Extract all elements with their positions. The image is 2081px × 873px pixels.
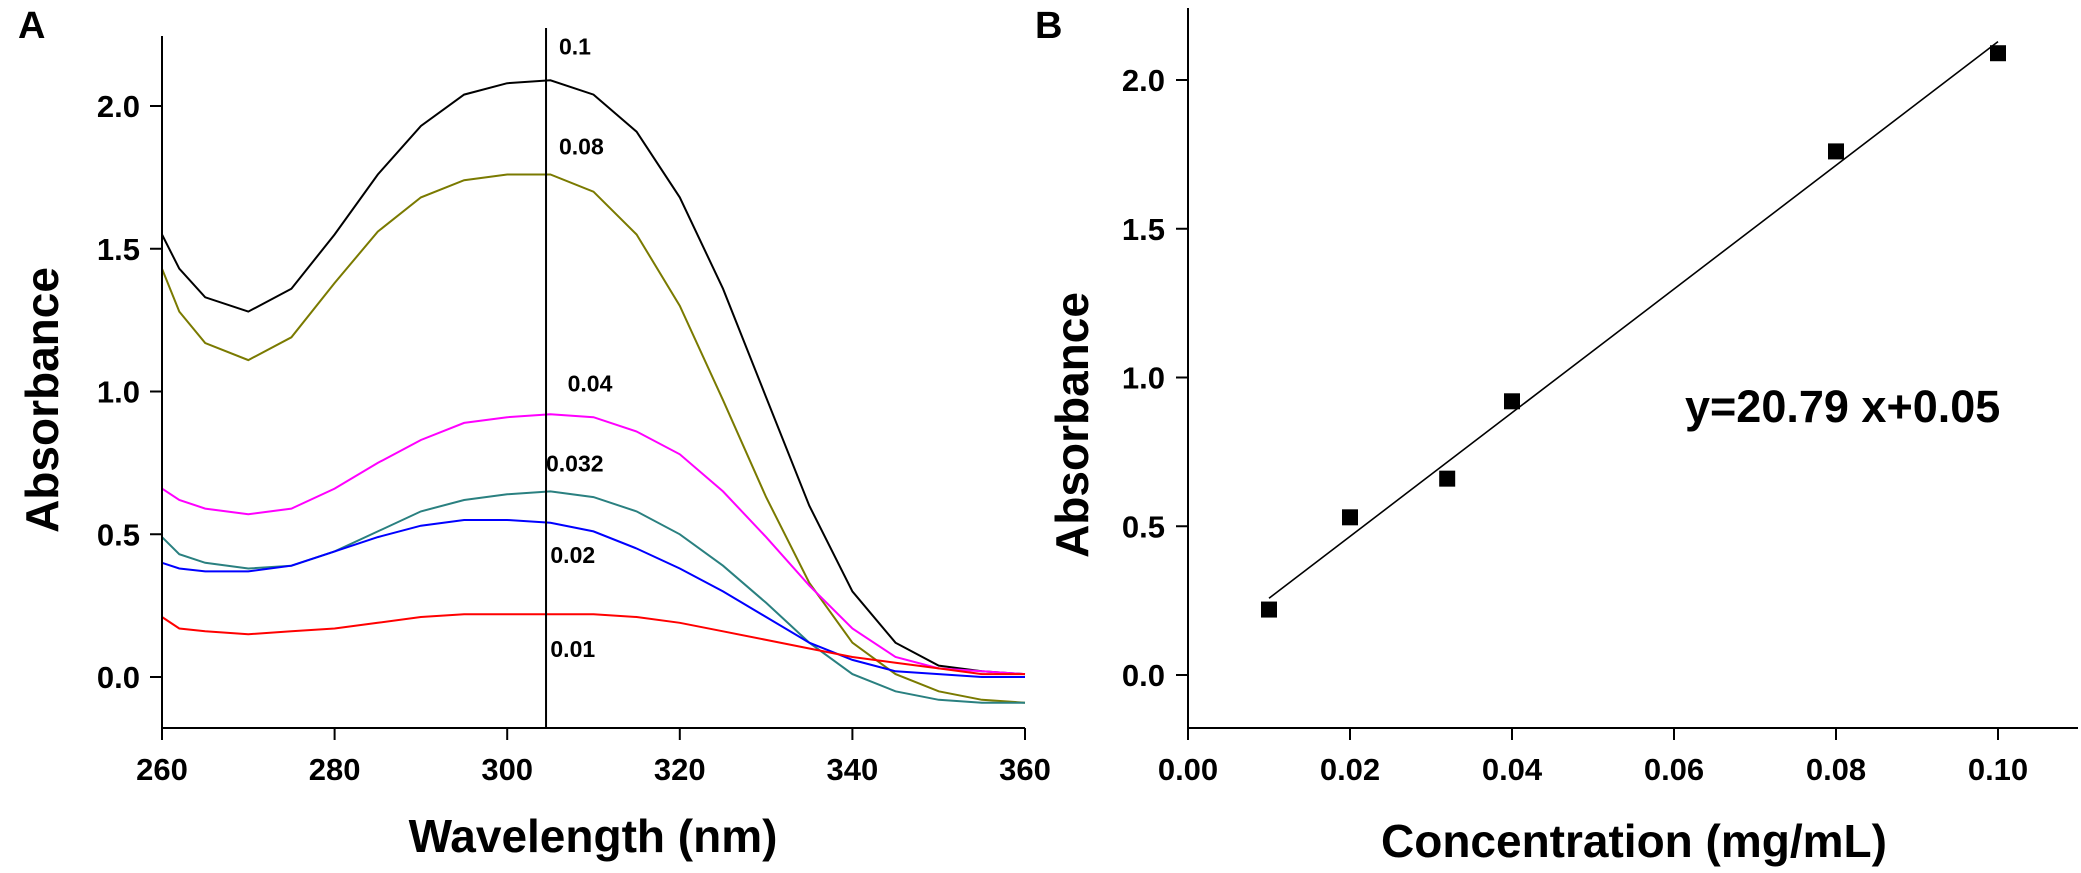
chart-a-x-axis-title: Wavelength (nm) [409,810,778,862]
x-tick-label: 0.02 [1320,752,1380,787]
chart-b-x-axis-title: Concentration (mg/mL) [1381,815,1887,867]
series-line-0-032 [161,490,1025,704]
series-line-0-04 [161,413,1026,676]
x-tick-label: 300 [481,752,533,787]
chart-b: 0.00 0.02 0.04 0.06 0.08 0.10 0.0 0.5 1.0 1.5 2.0… [1046,8,2078,867]
series-line-0-1 [161,79,1026,676]
chart-a-y-axis-title: Absorbance [16,267,68,533]
x-tick-label: 0.04 [1482,752,1543,787]
y-tick-label: 1.5 [97,232,140,267]
data-point [1261,601,1277,618]
chart-b-fit-line [1268,40,1999,599]
curve-label-0-04: 0.04 [568,371,613,397]
chart-b-data-points [1261,45,2006,618]
y-tick-label: 1.0 [97,375,140,410]
x-tick-label: 320 [654,752,706,787]
data-point [1990,45,2006,62]
x-tick-label: 0.00 [1158,752,1218,787]
chart-b-y-axis-title: Absorbance [1046,292,1098,558]
x-tick-label: 0.06 [1644,752,1704,787]
curve-label-0-02: 0.02 [550,542,595,568]
chart-a-y-ticks: 0.0 0.5 1.0 1.5 2.0 [97,89,162,695]
chart-b-x-ticks: 0.00 0.02 0.04 0.06 0.08 0.10 [1158,728,2028,787]
data-point [1342,509,1358,526]
chart-a-curve-labels: 0.1 0.08 0.04 0.032 0.02 0.01 [546,34,613,662]
series-line-0-01 [161,613,1025,676]
data-point [1439,470,1456,487]
curve-label-0-08: 0.08 [559,134,604,160]
series-line-0-02 [161,519,1025,678]
y-tick-label: 0.0 [1122,658,1165,693]
x-tick-label: 360 [999,752,1051,787]
x-tick-label: 260 [136,752,188,787]
data-point [1828,143,1844,160]
y-tick-label: 1.0 [1122,361,1165,396]
panel-label-b: B [1035,5,1062,47]
curve-label-0-1: 0.1 [559,34,591,60]
x-tick-label: 340 [827,752,879,787]
curve-label-0-01: 0.01 [550,636,595,662]
chart-a-x-ticks: 260 280 300 320 340 360 [136,728,1051,787]
data-point [1504,393,1520,410]
chart-b-y-ticks: 0.0 0.5 1.0 1.5 2.0 [1122,63,1188,693]
y-tick-label: 1.5 [1122,212,1165,247]
x-tick-label: 0.08 [1806,752,1866,787]
y-tick-label: 0.5 [1122,509,1165,544]
y-tick-label: 2.0 [1122,63,1165,98]
y-tick-label: 2.0 [97,89,140,124]
x-tick-label: 280 [309,752,361,787]
panel-label-a: A [18,5,45,47]
chart-b-fit-equation: y=20.79 x+0.05 [1685,381,2000,432]
chart-a: 260 280 300 320 340 360 0.00.51.01.52.0 0.10.… [16,28,1051,862]
y-tick-label: 0.0 [97,660,140,695]
y-tick-label: 0.5 [97,517,140,552]
curve-label-0-032: 0.032 [546,450,604,476]
x-tick-label: 0.10 [1968,752,2028,787]
series-line-0-08 [161,173,1026,704]
chart-a-series-group [161,79,1026,704]
